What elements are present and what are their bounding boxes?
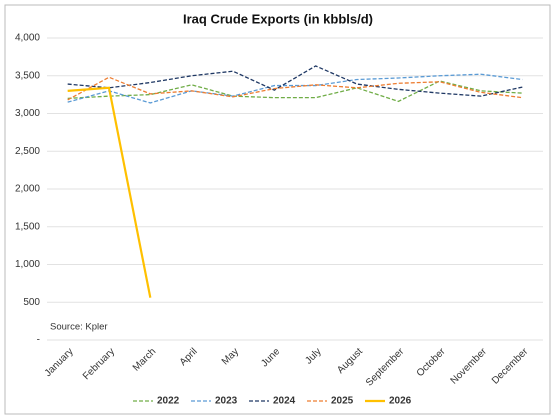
y-tick-label: - xyxy=(37,335,40,346)
series-line xyxy=(67,86,152,298)
legend-label: 2024 xyxy=(273,396,296,407)
y-tick-label: 4,000 xyxy=(15,33,40,44)
legend-label: 2022 xyxy=(157,396,180,407)
y-tick-label: 1,000 xyxy=(15,259,40,270)
y-tick-label: 1,500 xyxy=(15,221,40,232)
legend-label: 2023 xyxy=(215,396,238,407)
legend-label: 2026 xyxy=(389,396,412,407)
source-note: Source: Kpler xyxy=(50,322,108,333)
series-line xyxy=(67,65,523,97)
chart-border xyxy=(4,4,551,415)
y-tick-label: 500 xyxy=(23,297,40,308)
y-tick-label: 2,000 xyxy=(15,184,40,195)
legend-label: 2025 xyxy=(331,396,354,407)
y-tick-label: 3,500 xyxy=(15,70,40,81)
y-tick-label: 2,500 xyxy=(15,146,40,157)
series-line xyxy=(67,76,523,101)
series-line xyxy=(67,73,523,104)
series-line xyxy=(67,80,523,103)
y-tick-label: 3,000 xyxy=(15,108,40,119)
chart-title: Iraq Crude Exports (in kbbls/d) xyxy=(183,11,373,26)
